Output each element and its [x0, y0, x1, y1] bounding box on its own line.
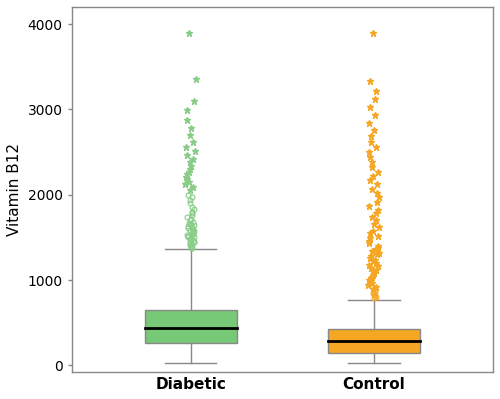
Bar — [328, 329, 420, 353]
Bar — [145, 310, 236, 343]
Y-axis label: Vitamin B12: Vitamin B12 — [7, 143, 22, 236]
